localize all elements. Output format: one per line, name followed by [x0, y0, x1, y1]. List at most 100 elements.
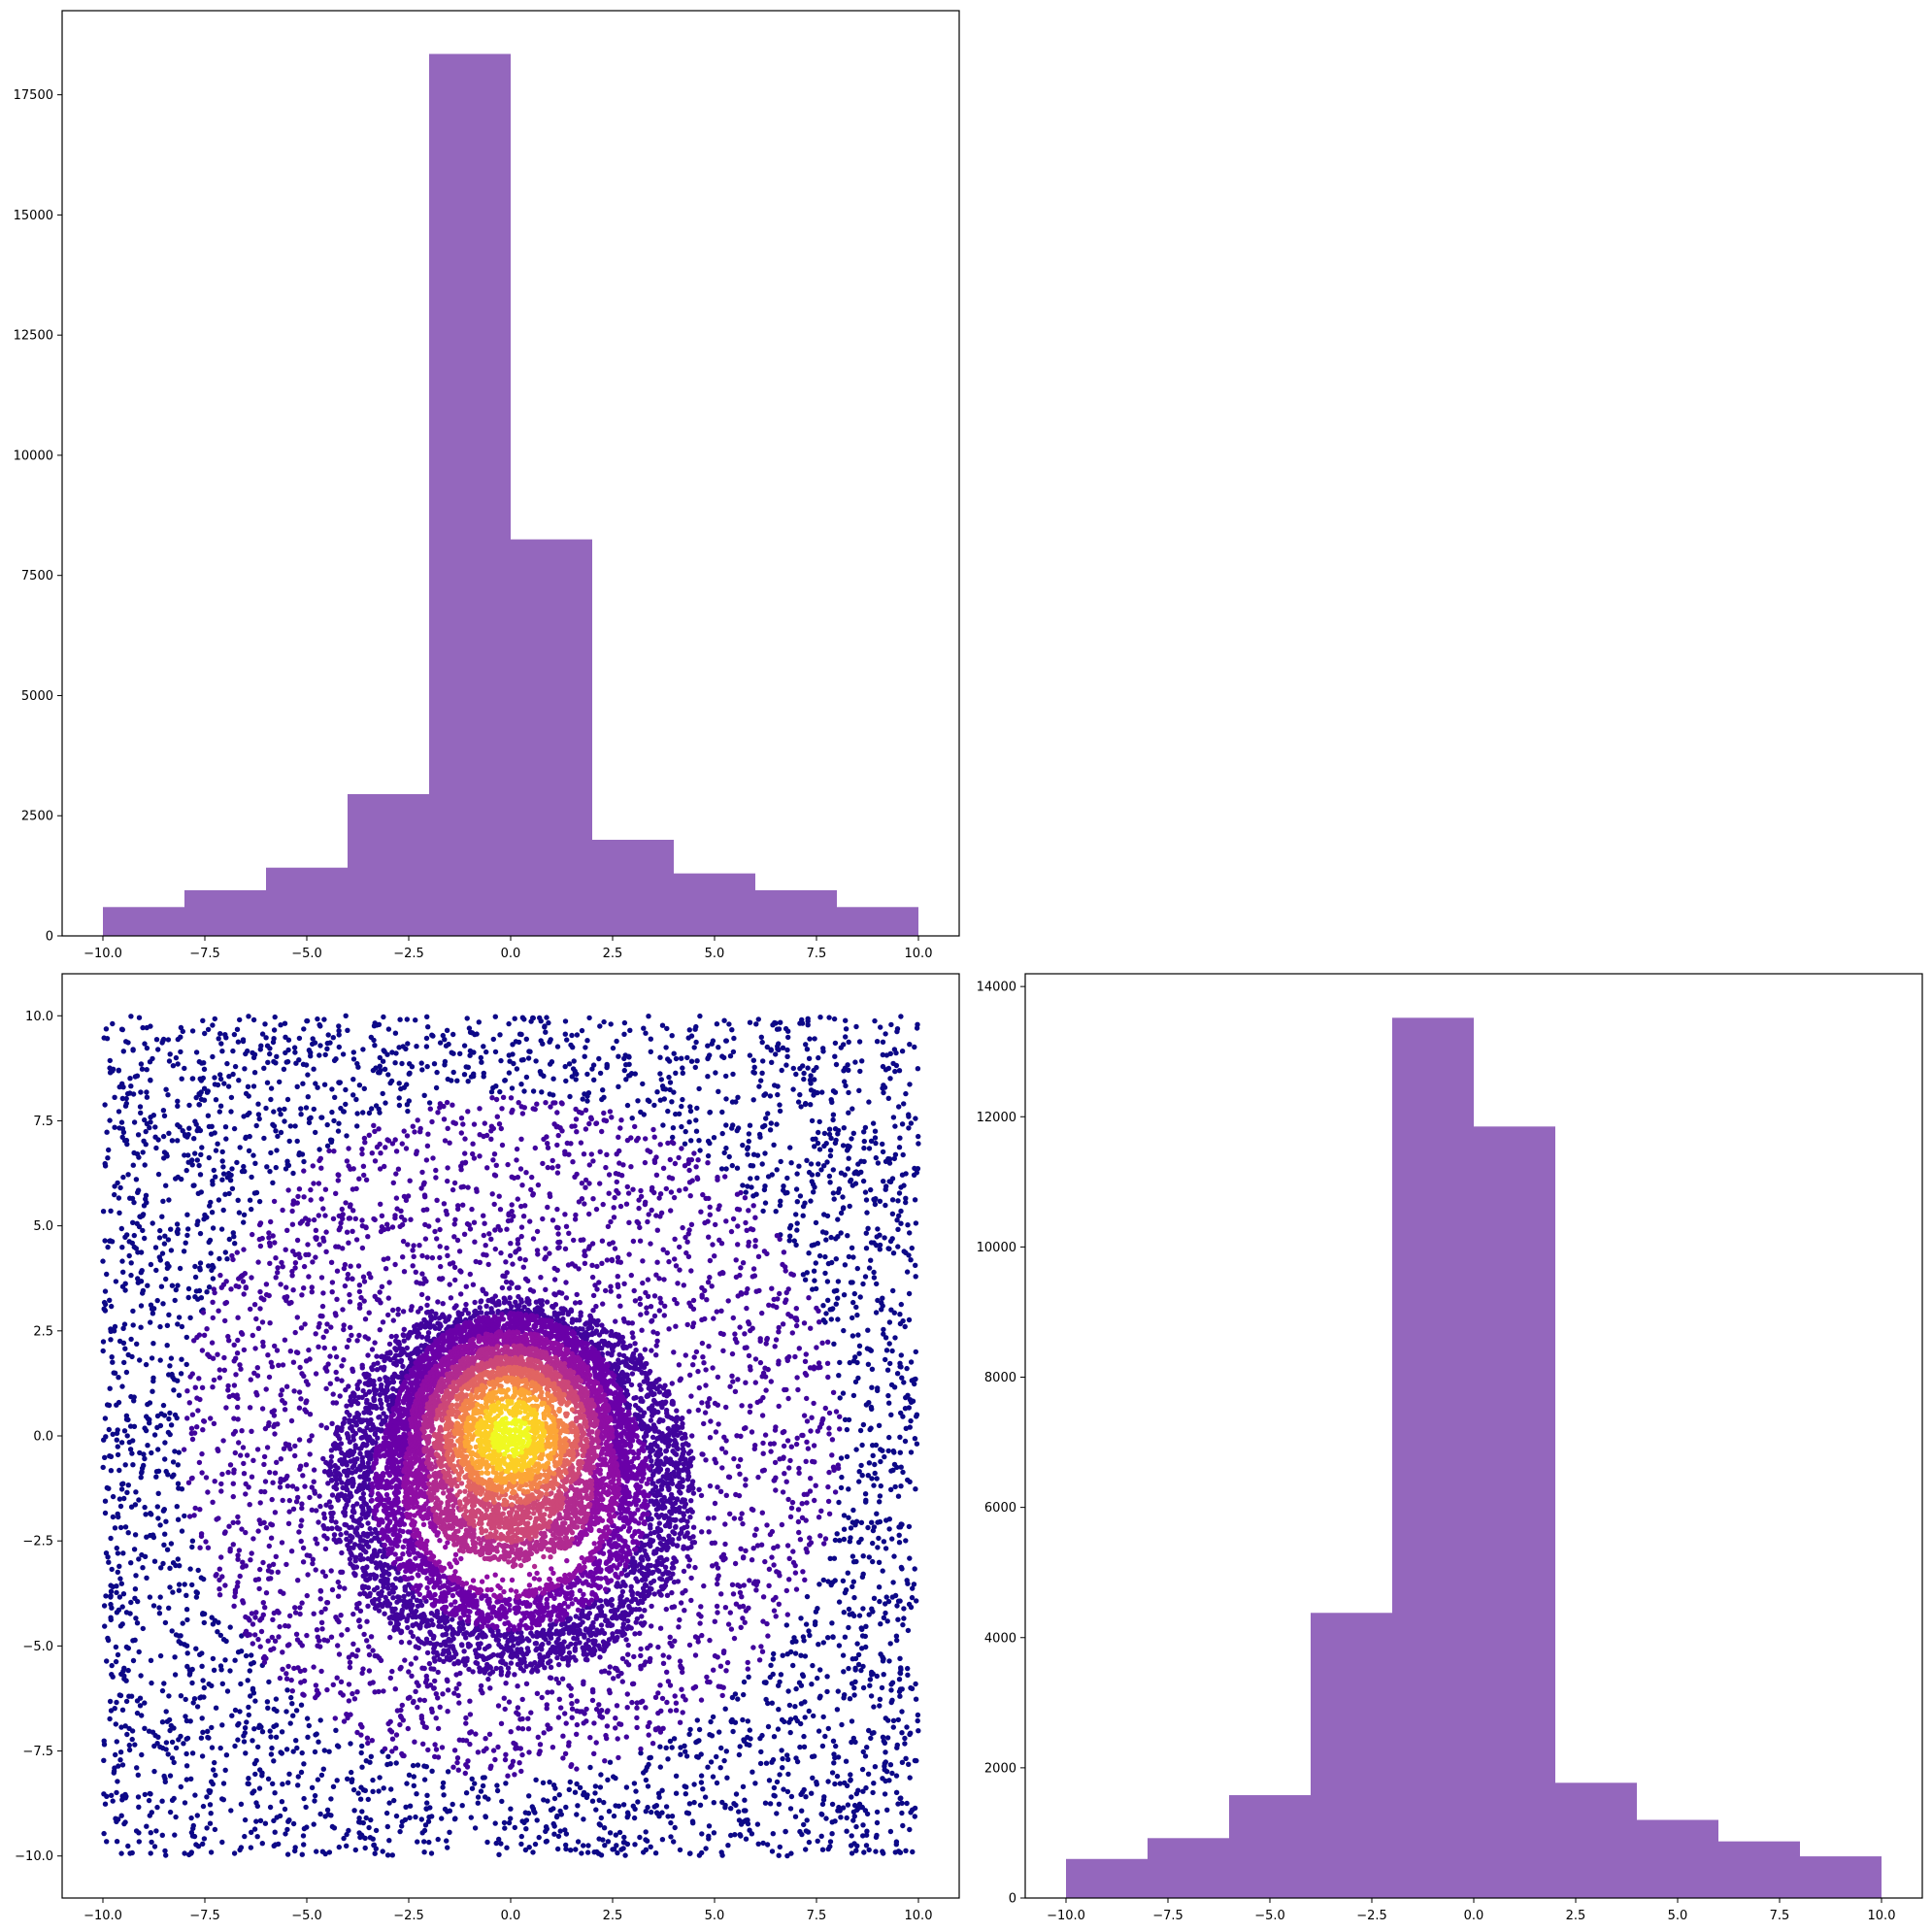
- scatter-point: [433, 1747, 440, 1752]
- scatter-point: [110, 1020, 116, 1027]
- scatter-point: [260, 1343, 266, 1349]
- scatter-point: [843, 1083, 849, 1089]
- scatter-point: [589, 1066, 595, 1072]
- scatter-point: [301, 1158, 307, 1165]
- scatter-point: [850, 1392, 857, 1399]
- scatter-point: [799, 1515, 806, 1521]
- scatter-point: [359, 1150, 365, 1157]
- scatter-point: [667, 1080, 674, 1085]
- scatter-point: [749, 1429, 755, 1435]
- scatter-point: [665, 1140, 671, 1147]
- scatter-point: [803, 1621, 810, 1627]
- scatter-point: [102, 1498, 109, 1504]
- scatter-point: [607, 1759, 614, 1765]
- scatter-point: [201, 1085, 208, 1091]
- scatter-point: [556, 1696, 562, 1703]
- scatter-point: [793, 1071, 799, 1078]
- scatter-point: [838, 1455, 845, 1461]
- scatter-point: [733, 1274, 740, 1281]
- scatter-point: [743, 1219, 749, 1226]
- scatter-point: [732, 1832, 738, 1838]
- scatter-point: [124, 1433, 130, 1439]
- scatter-point: [411, 1698, 416, 1705]
- scatter-point: [443, 1043, 450, 1049]
- scatter-point: [654, 1089, 660, 1095]
- scatter-point: [913, 1274, 918, 1280]
- scatter-point: [316, 1242, 322, 1248]
- scatter-point: [808, 1102, 814, 1108]
- scatter-point: [810, 1136, 816, 1143]
- scatter-point: [399, 1702, 405, 1709]
- scatter-point: [125, 1416, 131, 1423]
- scatter-point: [908, 1417, 914, 1424]
- scatter-point: [360, 1819, 366, 1826]
- scatter-point: [812, 1184, 817, 1190]
- scatter-point: [115, 1451, 121, 1458]
- scatter-point: [496, 1193, 502, 1199]
- scatter-point: [539, 1089, 545, 1095]
- scatter-point: [848, 1525, 854, 1531]
- scatter-point: [102, 1288, 109, 1294]
- scatter-point: [760, 1208, 766, 1215]
- scatter-point: [605, 1708, 611, 1714]
- scatter-point: [819, 1801, 826, 1808]
- scatter-point: [324, 1046, 330, 1052]
- scatter-point: [629, 1116, 635, 1121]
- scatter-point: [845, 1570, 850, 1576]
- scatter-point: [793, 1755, 799, 1761]
- scatter-point: [606, 1809, 613, 1815]
- scatter-point: [178, 1633, 183, 1639]
- scatter-point: [467, 1052, 473, 1058]
- scatter-point: [304, 1715, 311, 1721]
- scatter-point: [243, 1652, 250, 1659]
- scatter-point: [189, 1436, 196, 1443]
- scatter-point: [532, 1106, 538, 1113]
- scatter-point: [232, 1063, 239, 1070]
- scatter-point: [512, 1824, 517, 1831]
- scatter-point: [346, 1240, 351, 1246]
- scatter-point: [747, 1727, 752, 1733]
- x-tick-label: 7.5: [807, 947, 827, 961]
- scatter-point: [366, 1110, 373, 1116]
- scatter-point: [712, 1652, 718, 1659]
- scatter-point: [271, 1758, 277, 1764]
- scatter-point: [691, 1799, 697, 1806]
- scatter-point: [558, 1705, 564, 1711]
- scatter-point: [369, 1150, 375, 1156]
- scatter-point: [293, 1738, 299, 1744]
- scatter-point: [815, 1172, 821, 1178]
- scatter-point: [137, 1695, 144, 1701]
- scatter-point: [114, 1589, 119, 1596]
- scatter-point: [433, 1175, 439, 1181]
- scatter-point: [843, 1026, 849, 1032]
- scatter-point: [563, 1842, 569, 1849]
- scatter-point: [148, 1850, 153, 1856]
- scatter-point: [663, 1804, 670, 1810]
- scatter-point: [880, 1295, 885, 1301]
- scatter-point: [788, 1850, 794, 1856]
- scatter-point: [684, 1239, 690, 1245]
- scatter-point: [638, 1746, 644, 1752]
- scatter-point: [834, 1773, 841, 1780]
- scatter-point: [856, 1350, 862, 1356]
- scatter-point: [318, 1196, 324, 1202]
- scatter-point: [891, 1553, 897, 1559]
- scatter-point: [579, 1027, 585, 1034]
- scatter-point: [900, 1621, 906, 1628]
- scatter-point: [225, 1083, 232, 1089]
- scatter-point: [261, 1297, 267, 1303]
- scatter-point: [752, 1215, 758, 1220]
- scatter-point: [825, 1374, 831, 1381]
- scatter-point: [287, 1349, 293, 1354]
- scatter-point: [348, 1741, 353, 1747]
- scatter-point: [341, 1109, 347, 1115]
- scatter-point: [185, 1294, 191, 1301]
- scatter-point: [392, 1746, 399, 1751]
- scatter-point: [144, 1575, 150, 1582]
- scatter-point: [232, 1657, 238, 1663]
- scatter-point: [234, 1159, 240, 1166]
- scatter-point: [833, 1236, 839, 1242]
- scatter-point: [651, 1189, 657, 1196]
- scatter-point: [398, 1707, 404, 1714]
